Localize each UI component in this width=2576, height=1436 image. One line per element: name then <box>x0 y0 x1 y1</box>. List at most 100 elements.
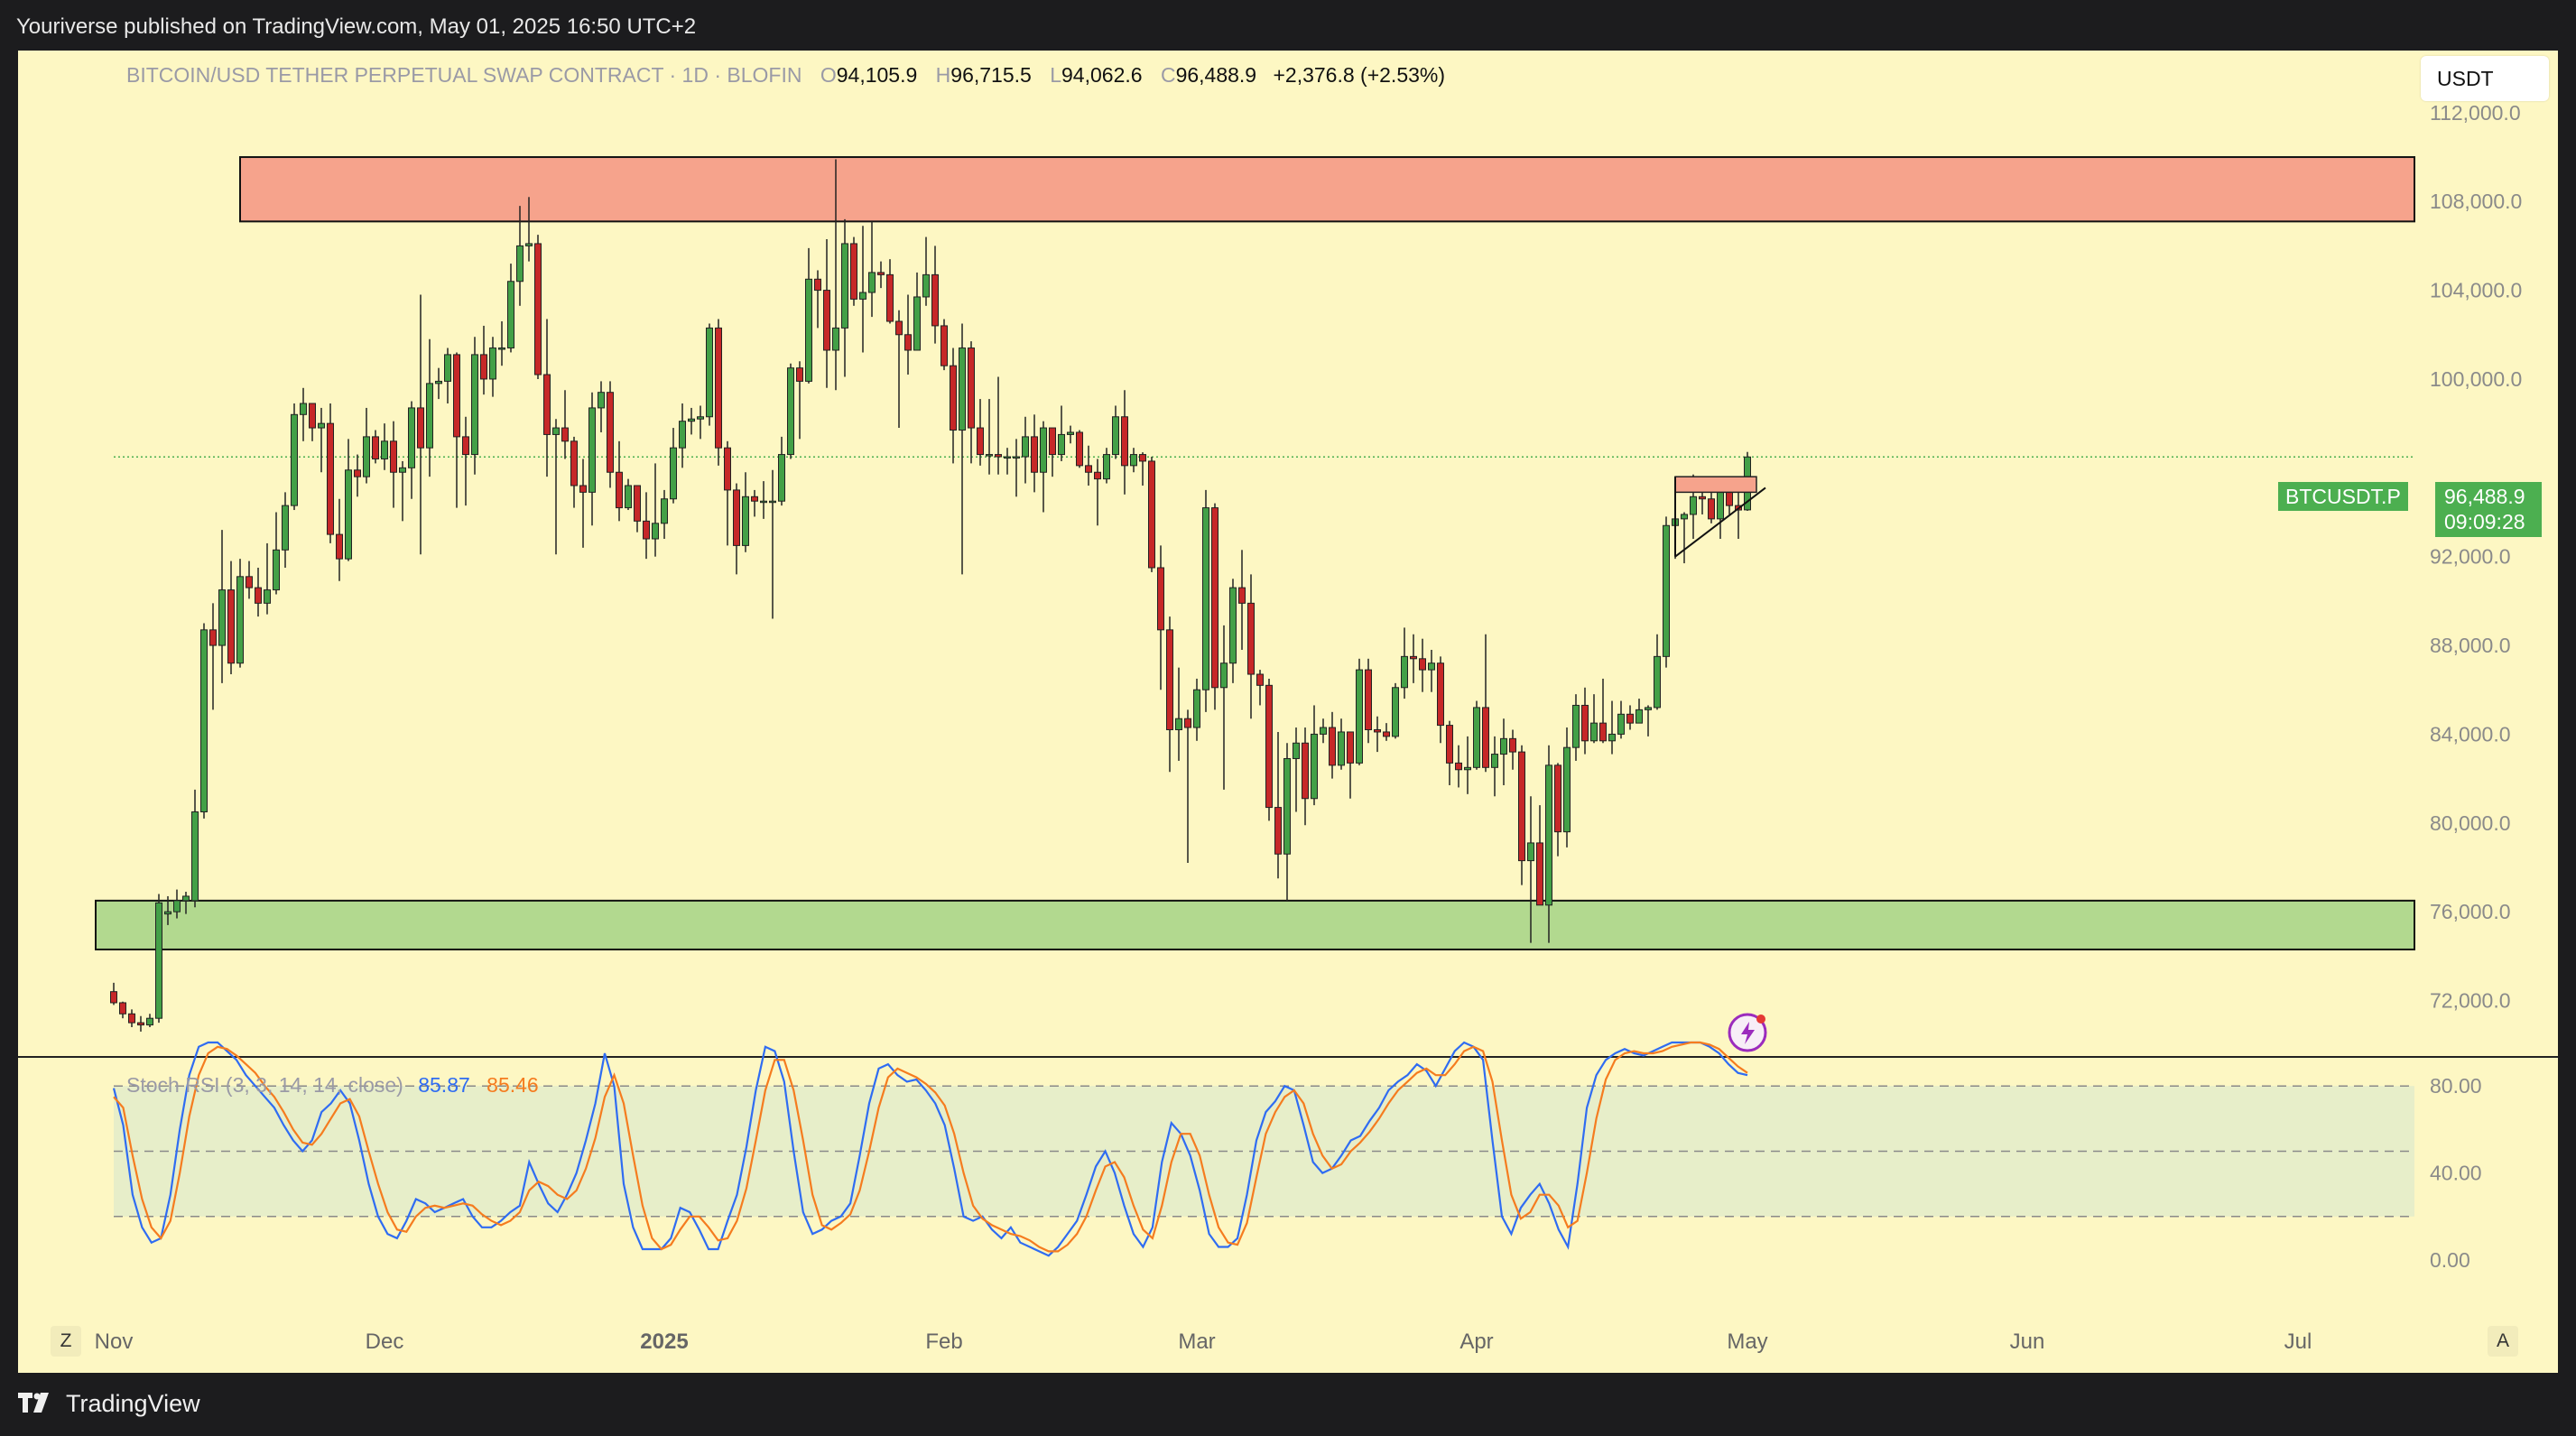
candle-body <box>769 500 776 504</box>
candle-body <box>1491 754 1498 768</box>
price-tick-label: 104,000.0 <box>2430 279 2522 302</box>
candle-body <box>570 440 578 486</box>
candle-body <box>1058 433 1065 456</box>
candle-body <box>282 505 289 551</box>
candle-body <box>787 367 794 456</box>
candle-body <box>1293 742 1300 759</box>
candle-body <box>1356 669 1363 764</box>
candle-body <box>1329 727 1336 766</box>
high-value: 96,715.5 <box>950 63 1032 87</box>
support-zone <box>95 899 2415 950</box>
price-tick-label: 92,000.0 <box>2430 545 2511 569</box>
last-price-box: 96,488.9 09:09:28 <box>2435 482 2542 537</box>
price-tick-label: 80,000.0 <box>2430 811 2511 835</box>
chart-canvas[interactable]: 112,000.0 108,000.0 104,000.0 100,000.0 92,0… <box>18 51 2558 1373</box>
candle-body <box>1617 713 1625 735</box>
price-tick-label: 112,000.0 <box>2430 101 2521 125</box>
candle-body <box>1455 762 1462 771</box>
candle-body <box>1148 460 1155 569</box>
candle-body <box>1554 764 1561 833</box>
candle-body <box>155 902 162 1019</box>
candle-body <box>652 523 659 540</box>
candle-body <box>408 407 415 468</box>
candle-body <box>543 374 551 435</box>
candle-body <box>345 469 352 560</box>
candle-body <box>164 911 171 915</box>
candle-body <box>1040 427 1047 473</box>
candle-body <box>146 1017 153 1026</box>
candle-body <box>1383 731 1390 737</box>
date-tick-label: Apr <box>1459 1329 1493 1354</box>
candle-body <box>209 629 217 646</box>
candle-body <box>128 1013 135 1024</box>
candle-body <box>1699 496 1706 500</box>
candle-body <box>1004 456 1011 459</box>
price-tick-label: 84,000.0 <box>2430 722 2511 746</box>
low-key: L <box>1050 63 1062 87</box>
close-key: C <box>1160 63 1176 87</box>
candle-body <box>318 422 325 429</box>
candle-body <box>1085 465 1092 473</box>
event-icon-dot <box>1756 1014 1765 1024</box>
candle-body <box>1338 731 1345 766</box>
date-tick-label: Jul <box>2284 1329 2312 1354</box>
candle-body <box>173 900 181 913</box>
candle-body <box>579 485 587 493</box>
chart-frame[interactable]: 112,000.0 108,000.0 104,000.0 100,000.0 92,0… <box>18 51 2558 1373</box>
candle-body <box>950 365 957 431</box>
candle-body <box>1157 567 1164 631</box>
candle-body <box>715 327 722 449</box>
candle-body <box>218 589 226 646</box>
candle-body <box>552 427 560 435</box>
candle-body <box>886 273 894 322</box>
candle-body <box>1247 602 1255 675</box>
candle-body <box>354 469 361 477</box>
candle-body <box>922 273 930 298</box>
candle-body <box>832 327 839 351</box>
candle-body <box>1220 662 1228 689</box>
candle-body <box>1527 842 1534 862</box>
candle-body <box>688 418 695 422</box>
candle-body <box>1094 471 1101 480</box>
candle-body <box>1590 722 1598 742</box>
publish-line: Youriverse published on TradingView.com,… <box>16 14 697 39</box>
date-tick-label: 2025 <box>640 1329 688 1354</box>
candle-body <box>742 496 749 546</box>
candle-body <box>751 496 758 502</box>
candle-body <box>453 354 460 438</box>
candle-body <box>480 354 487 380</box>
rising-trendline <box>1674 486 1766 558</box>
candle-body <box>291 413 298 506</box>
currency-button[interactable]: USDT <box>2421 56 2549 101</box>
date-tick-label: Nov <box>95 1329 134 1354</box>
candle-body <box>679 421 686 449</box>
candle-body <box>823 290 830 351</box>
candle-body <box>1690 496 1697 515</box>
candle-body <box>1581 704 1589 742</box>
candle-body <box>913 296 921 351</box>
candle-body <box>733 489 740 546</box>
candle-body <box>625 485 632 509</box>
candle-body <box>1265 684 1273 809</box>
candle-body <box>1302 742 1309 800</box>
candle-body <box>868 272 876 293</box>
candle-body <box>1193 689 1200 728</box>
candle-body <box>941 325 948 366</box>
candle-body <box>1202 507 1209 690</box>
candle-body <box>1419 658 1426 671</box>
candle-body <box>435 380 442 384</box>
candle-body <box>1482 707 1489 768</box>
oscillator-name: Stoch RSI (3, 3, 14, 14, close) <box>126 1073 403 1097</box>
candle-body <box>1112 416 1119 456</box>
oscillator-legend: Stoch RSI (3, 3, 14, 14, close) 85.87 85… <box>126 1073 539 1098</box>
candle-body <box>273 549 280 591</box>
candle-body <box>1229 587 1237 664</box>
candle-body <box>634 485 641 522</box>
candle-body <box>1437 662 1444 727</box>
candle-body <box>1500 737 1507 755</box>
z-button[interactable]: Z <box>51 1326 81 1357</box>
candle-body <box>1013 456 1020 459</box>
candle-body <box>227 589 235 664</box>
candle-body <box>1599 722 1607 742</box>
auto-scale-button[interactable]: A <box>2488 1326 2518 1357</box>
